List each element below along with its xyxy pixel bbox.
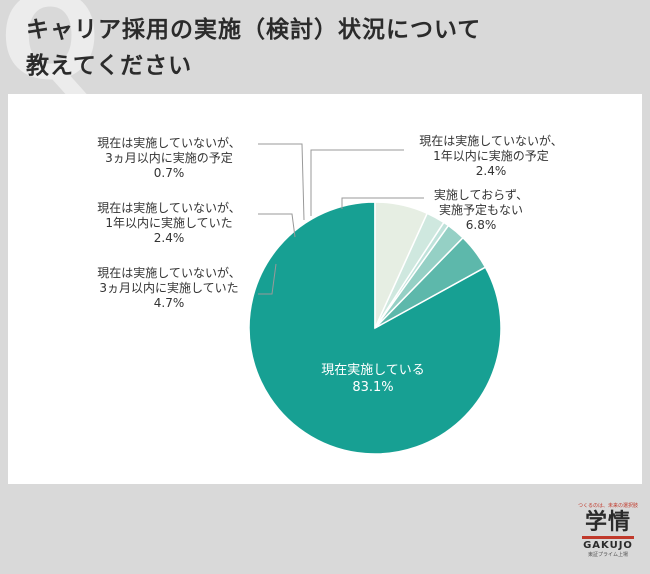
slice-label-3month-past: 現在は実施していないが、 3ヵ月以内に実施していた 4.7% — [84, 266, 254, 311]
title-line-1: キャリア採用の実施（検討）状況について — [26, 17, 482, 43]
slice-no-plan — [374, 201, 429, 329]
logo-english: GAKUJO — [583, 540, 633, 551]
question-mark-decoration: Q — [0, 0, 101, 106]
slice-label-1year-plan-value: 2.4% — [475, 164, 507, 178]
slice-label-no-plan: 実施しておらず、 実施予定もない 6.8% — [426, 188, 536, 233]
logo-kanji: 学情 — [584, 510, 631, 535]
logo-tagline: つくるのは、未来の選択肢 — [578, 503, 638, 509]
logo-sub: 東証プライム上場 — [588, 552, 628, 558]
slice-label-implemented: 現在実施している 83.1% — [318, 362, 428, 396]
leader-3month-plan — [258, 143, 305, 221]
page-title: キャリア採用の実施（検討）状況について 教えてください — [26, 12, 626, 84]
title-line-2: 教えてください — [26, 53, 193, 79]
leader-no-plan — [341, 197, 424, 209]
slice-label-1year-past-line2: 1年以内に実施していた — [105, 216, 233, 230]
leader-1year-past — [258, 213, 296, 238]
slice-label-no-plan-value: 6.8% — [465, 218, 497, 232]
slice-label-no-plan-line1: 実施しておらず、 — [433, 188, 529, 202]
slice-label-3month-past-line2: 3ヵ月以内に実施していた — [99, 281, 239, 295]
slice-label-3month-plan-value: 0.7% — [153, 166, 185, 180]
slice-label-3month-plan-line1: 現在は実施していないが、 — [97, 136, 241, 150]
slice-label-3month-plan: 現在は実施していないが、 3ヵ月以内に実施の予定 0.7% — [84, 136, 254, 181]
slice-label-1year-plan-line2: 1年以内に実施の予定 — [433, 149, 549, 163]
slice-label-1year-past-line1: 現在は実施していないが、 — [97, 201, 241, 215]
chart-panel: 現在実施している 83.1% 現在は実施していないが、 3ヵ月以内に実施していた… — [8, 94, 642, 558]
slice-label-3month-plan-line2: 3ヵ月以内に実施の予定 — [105, 151, 233, 165]
slice-label-no-plan-line2: 実施予定もない — [438, 203, 523, 217]
gakujo-logo: つくるのは、未来の選択肢 学情 GAKUJO 東証プライム上場 — [576, 502, 640, 574]
slice-label-1year-plan-line1: 現在は実施していないが、 — [419, 134, 563, 148]
pie-chart — [248, 143, 502, 455]
slice-label-implemented-value: 83.1% — [352, 380, 394, 395]
slice-label-implemented-text: 現在実施している — [321, 363, 425, 378]
slice-label-3month-past-line1: 現在は実施していないが、 — [97, 266, 241, 280]
slice-label-1year-plan: 現在は実施していないが、 1年以内に実施の予定 2.4% — [406, 134, 576, 179]
slice-label-1year-past-value: 2.4% — [153, 231, 185, 245]
slice-label-3month-past-value: 4.7% — [153, 296, 185, 310]
slice-label-1year-past: 現在は実施していないが、 1年以内に実施していた 2.4% — [84, 201, 254, 246]
leader-3month-past — [258, 263, 277, 295]
leader-1year-plan — [310, 149, 404, 216]
